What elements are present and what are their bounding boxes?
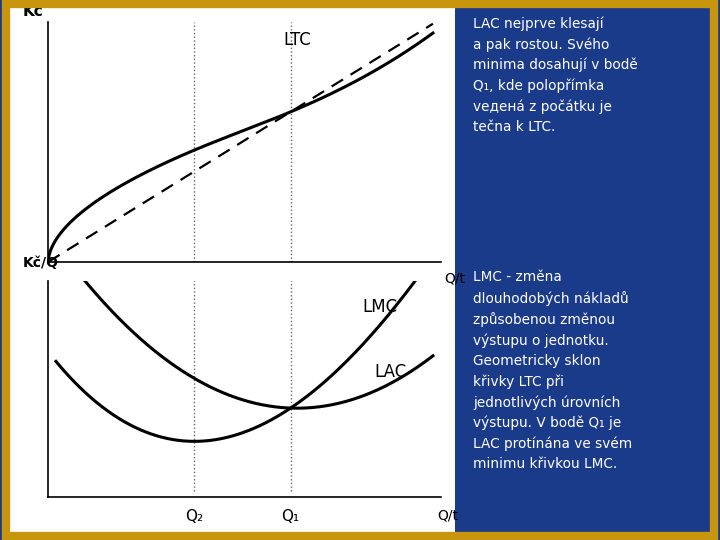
Text: Kč: Kč <box>23 4 43 19</box>
Text: Q₁: Q₁ <box>282 509 300 524</box>
Text: LAC nejprve klesají
a pak rostou. Svého
minima dosahují v bodě
Q₁, kde polopřímk: LAC nejprve klesají a pak rostou. Svého … <box>473 16 638 134</box>
Text: LMC - změna
dlouhodobých nákladů
způsobenou změnou
výstupu o jednotku.
Geometric: LMC - změna dlouhodobých nákladů způsobe… <box>473 270 632 471</box>
Text: LAC: LAC <box>374 363 406 381</box>
Text: Q/t: Q/t <box>444 272 466 286</box>
Text: LMC: LMC <box>362 298 397 316</box>
Text: Q/t: Q/t <box>437 509 458 523</box>
Text: Kč/Q: Kč/Q <box>23 256 59 270</box>
Text: Q₂: Q₂ <box>185 509 204 524</box>
Text: LTC: LTC <box>284 31 312 49</box>
